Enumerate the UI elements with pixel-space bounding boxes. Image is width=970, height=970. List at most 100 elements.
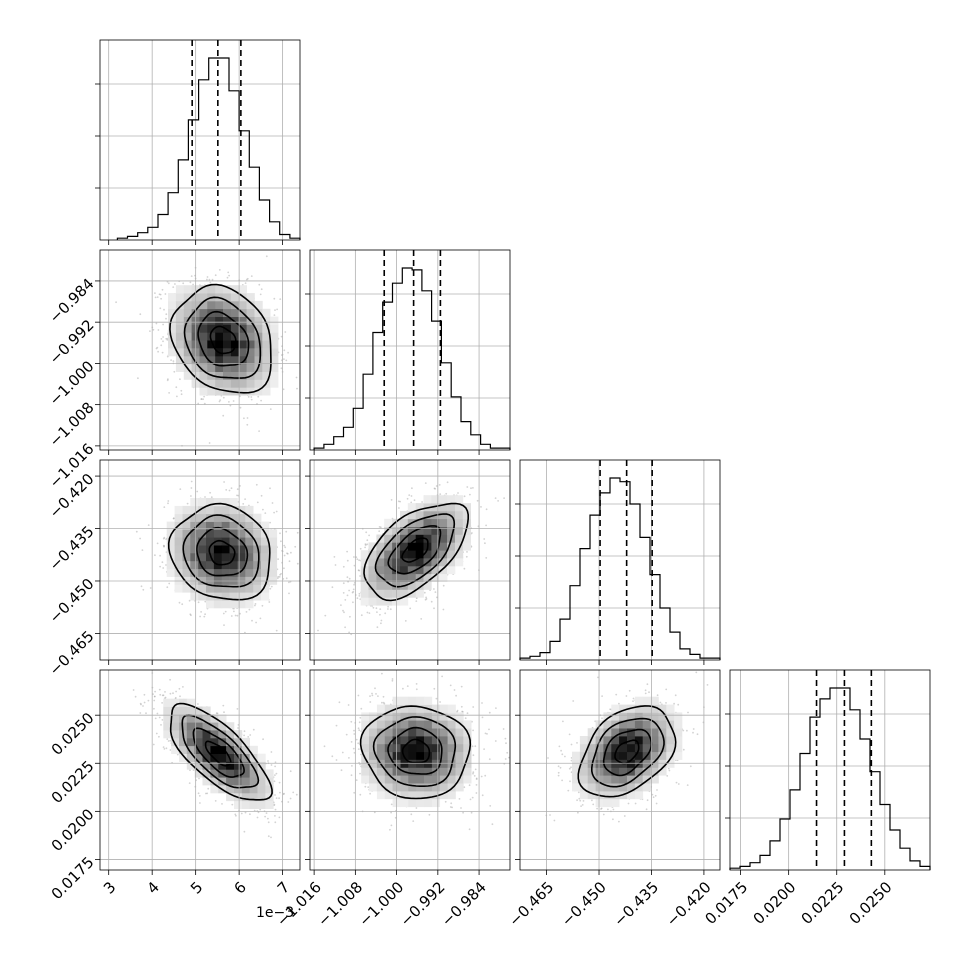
density-cell	[415, 581, 424, 590]
density-cell	[253, 521, 262, 530]
density-cell	[407, 503, 416, 512]
sample-point	[343, 611, 345, 614]
density-cell	[221, 560, 230, 570]
sample-point	[408, 494, 411, 496]
density-cell	[415, 526, 424, 535]
density-cell	[230, 363, 240, 372]
density-cell	[360, 550, 369, 559]
density-cell	[400, 542, 409, 551]
density-cell	[207, 387, 216, 396]
sample-point	[163, 308, 165, 311]
sample-point	[423, 591, 426, 594]
density-cell	[190, 505, 199, 515]
sample-point	[425, 598, 428, 600]
sample-point	[163, 536, 166, 539]
density-cell	[376, 597, 385, 606]
sample-point	[355, 556, 358, 559]
density-cell	[431, 526, 440, 535]
sample-point	[387, 605, 389, 608]
density-cell	[447, 503, 456, 512]
sample-point	[176, 395, 178, 398]
sample-point	[409, 607, 412, 610]
density-cell	[384, 550, 393, 559]
density-cell	[253, 584, 262, 593]
sample-point	[141, 549, 144, 551]
density-cell	[175, 363, 185, 372]
contour-level-1	[209, 325, 237, 355]
density-cell	[431, 565, 440, 575]
density-cell	[423, 550, 432, 559]
density-cell	[175, 348, 185, 357]
density-cell	[431, 518, 440, 527]
density-cell	[223, 340, 232, 349]
density-cell	[237, 560, 246, 570]
sample-point	[166, 586, 169, 589]
density-cell	[368, 558, 377, 567]
sample-point	[273, 803, 276, 806]
density-cell	[439, 534, 448, 543]
sample-point	[435, 485, 438, 487]
density-cell	[213, 584, 223, 593]
density-cell	[229, 568, 238, 577]
density-cell	[229, 498, 238, 507]
sample-point	[296, 562, 299, 565]
sample-point	[274, 765, 276, 768]
density-cell	[415, 510, 424, 520]
sample-point	[271, 502, 274, 504]
density-cell	[262, 340, 271, 349]
sample-point	[168, 392, 171, 394]
density-cell	[230, 355, 240, 365]
density-cell	[168, 308, 177, 317]
density-cell	[462, 542, 471, 551]
density-cell	[207, 324, 216, 333]
density-cell	[168, 324, 177, 333]
density-cell	[230, 285, 240, 294]
sample-point	[167, 500, 170, 502]
contour-level-2	[387, 525, 442, 575]
sample-point	[152, 328, 155, 331]
sample-point	[209, 281, 212, 284]
density-cell	[270, 371, 279, 380]
density-cell	[183, 340, 192, 349]
sample-point	[147, 524, 150, 526]
sample-point	[230, 615, 233, 617]
sample-point	[156, 346, 159, 349]
sample-point	[162, 323, 165, 326]
density-cell	[198, 592, 207, 601]
sample-point	[424, 482, 427, 484]
density-cell	[400, 526, 409, 535]
density-cell	[245, 600, 254, 609]
sample-point	[280, 540, 282, 543]
density-cell	[238, 316, 247, 325]
density-cell	[447, 510, 456, 520]
sample-point	[246, 277, 249, 280]
sample-point	[140, 585, 143, 588]
density-cell	[206, 498, 215, 507]
density-cell	[174, 537, 183, 546]
density-cell	[439, 565, 448, 575]
density-cell	[270, 348, 279, 357]
sample-point	[248, 608, 251, 611]
density-cell	[215, 300, 224, 310]
contour-level-1	[401, 537, 429, 563]
sample-point	[245, 611, 248, 613]
sample-point	[197, 601, 200, 604]
sample-point	[247, 736, 250, 738]
density-cell	[207, 379, 216, 388]
density-cell	[237, 568, 246, 577]
sample-point	[161, 288, 164, 291]
sample-point	[411, 487, 413, 490]
density-cell	[230, 348, 240, 357]
contour-level-4	[363, 502, 469, 602]
density-cell	[182, 560, 191, 570]
density-cell	[182, 584, 191, 593]
density-cell	[262, 355, 271, 365]
sample-point	[269, 408, 272, 410]
density-cell	[166, 568, 175, 577]
density-cell	[175, 300, 185, 310]
density-cell	[175, 332, 185, 341]
sample-point	[466, 486, 469, 488]
sample-point	[285, 530, 288, 533]
density-cell	[254, 371, 263, 380]
sample-point	[162, 567, 165, 569]
